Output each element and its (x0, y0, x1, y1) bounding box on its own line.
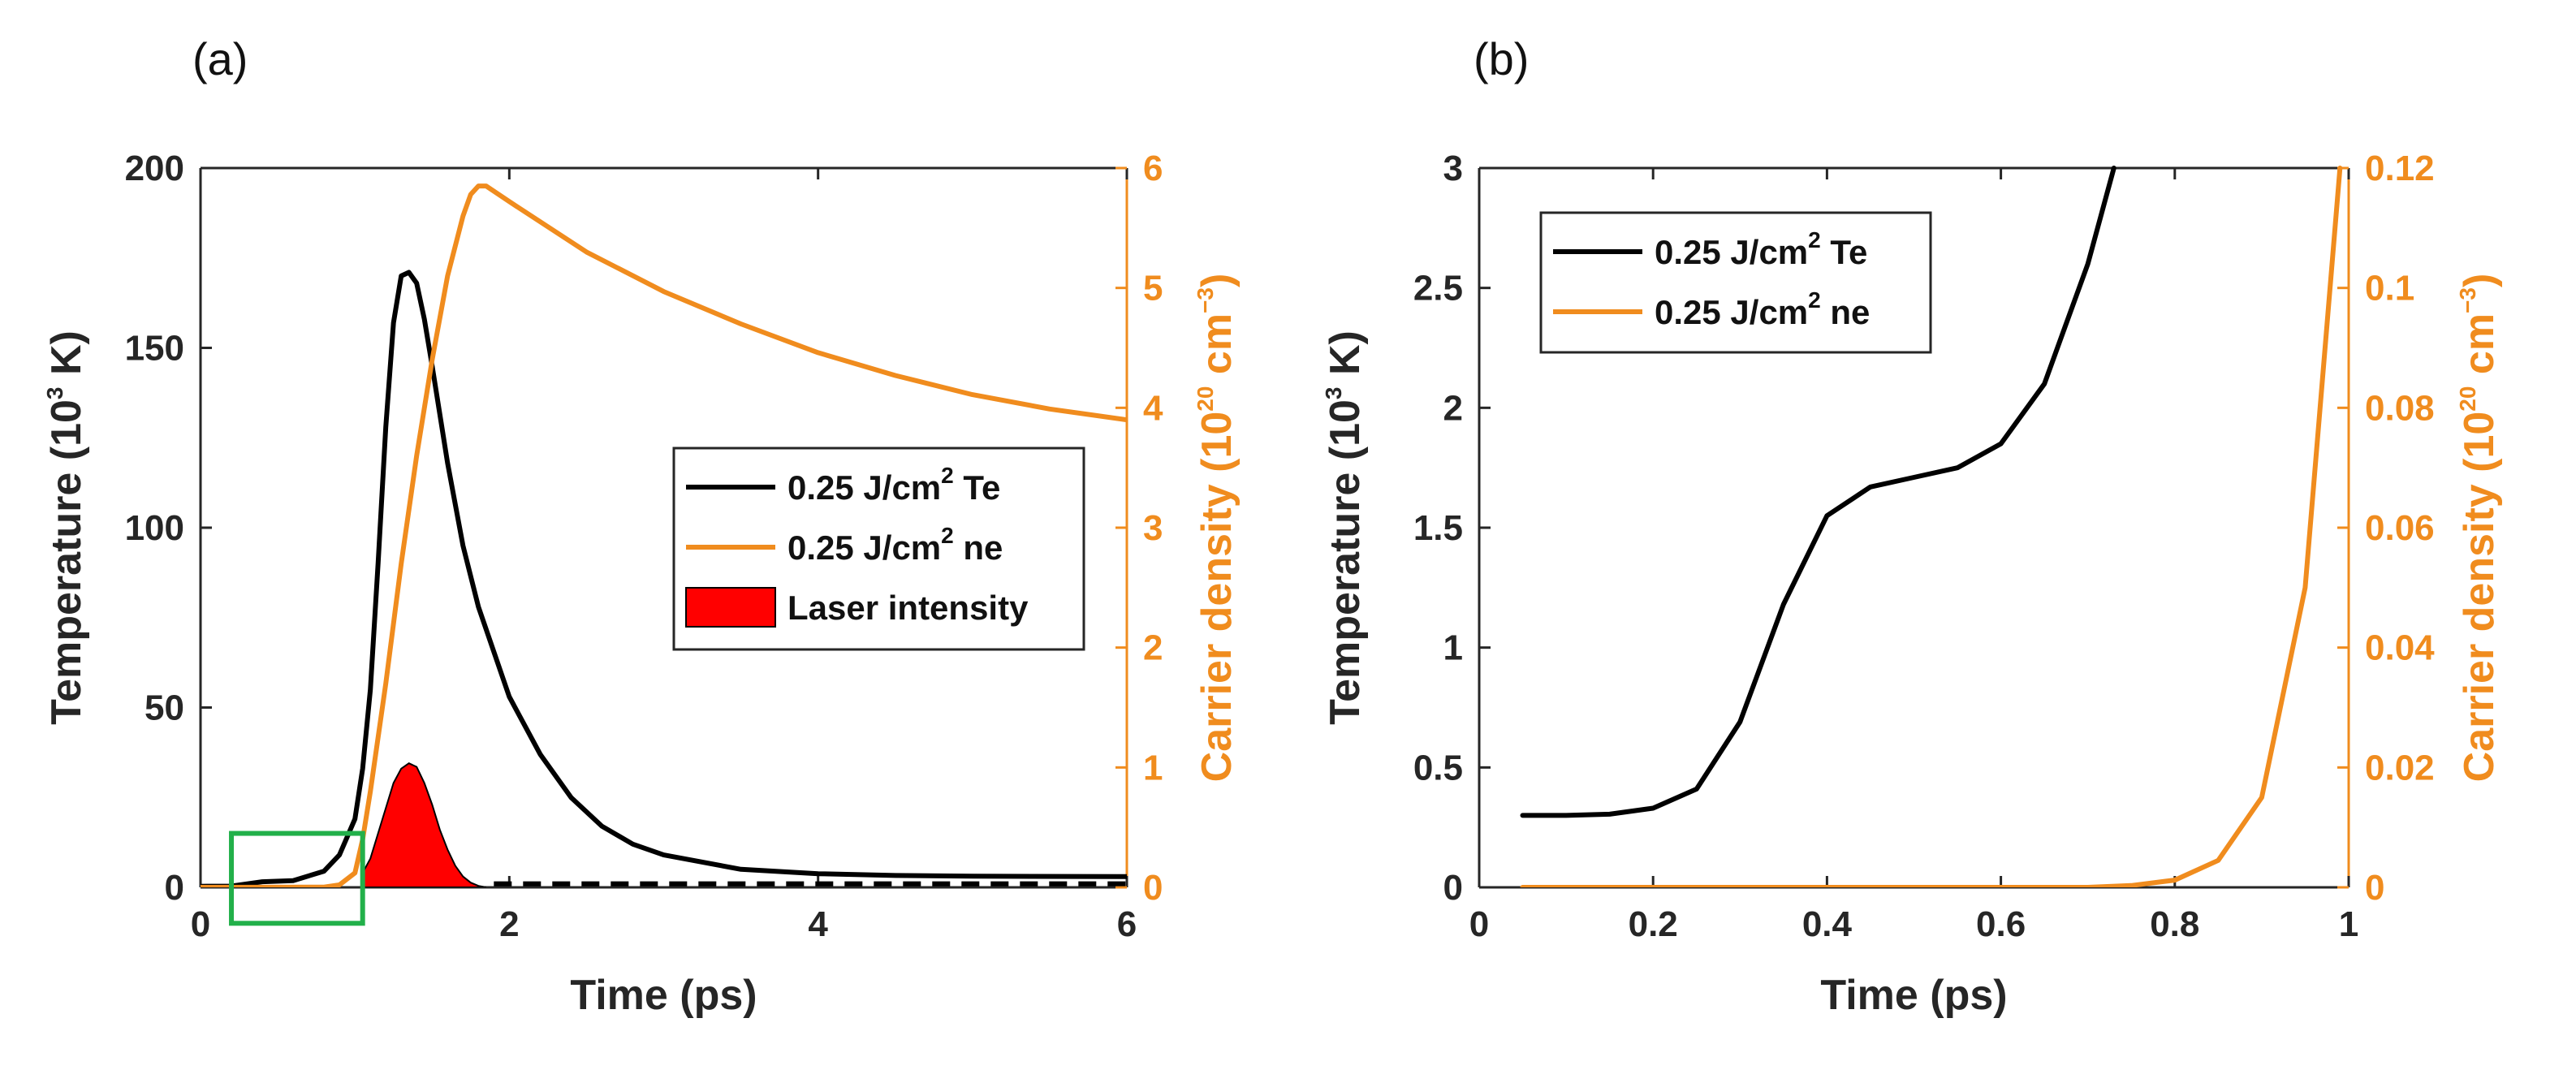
y-right-tick-label: 0.08 (2365, 388, 2435, 428)
y-right-tick-label: 0 (2365, 868, 2384, 908)
y-right-tick-label: 1 (1143, 748, 1163, 787)
y-left-tick-label: 50 (145, 688, 184, 728)
chart-panel-b: 0 0.2 0.4 0.6 0.8 100.511.522.5300.020.040.06… (1321, 33, 2503, 1019)
x-tick-label: 2 (499, 904, 519, 944)
y-left-tick-label: 2.5 (1413, 269, 1463, 308)
x-axis-label: Time (ps) (570, 972, 757, 1019)
series-ne-line (1520, 166, 2343, 887)
y-axis-left-label: Temperature (103 K) (42, 330, 90, 725)
y-left-tick-label: 1 (1443, 628, 1463, 668)
y-right-tick-label: 6 (1143, 149, 1163, 188)
plot-area (1520, 166, 2343, 887)
y-right-tick-label: 3 (1143, 508, 1163, 548)
x-tick-label: 0.8 (2150, 904, 2199, 944)
legend-entry-label: 0.25 J/cm2 ne (1655, 287, 1870, 331)
y-left-tick-label: 200 (125, 149, 184, 188)
y-axis-right-label: Carrier density (1020 cm−3) (2455, 274, 2503, 783)
y-right-tick-label: 0.1 (2365, 269, 2414, 308)
series-te-line (201, 270, 1127, 887)
x-tick-label: 0.6 (1976, 904, 2026, 944)
y-right-tick-label: 0.12 (2365, 149, 2435, 188)
series-te-line (1520, 166, 2116, 818)
y-right-tick-label: 5 (1143, 269, 1163, 308)
panel-label: (b) (1474, 33, 1529, 84)
x-tick-label: 0.2 (1629, 904, 1678, 944)
x-tick-label: 0 (191, 904, 210, 944)
x-tick-label: 4 (808, 904, 828, 944)
series-laser-intensity-area (361, 762, 486, 887)
y-left-tick-label: 0 (1443, 868, 1463, 908)
x-tick-label: 0.4 (1802, 904, 1853, 944)
y-left-tick-label: 100 (125, 508, 184, 548)
y-right-tick-label: 0.04 (2365, 628, 2435, 668)
legend-entry-label: 0.25 J/cm2 ne (787, 523, 1003, 567)
y-right-tick-label: 0.02 (2365, 748, 2435, 787)
y-left-tick-label: 150 (125, 329, 184, 369)
y-right-tick-label: 2 (1143, 628, 1163, 668)
y-left-tick-label: 3 (1443, 149, 1463, 188)
y-right-tick-label: 0.06 (2365, 508, 2435, 548)
legend-box (1539, 211, 1932, 354)
x-tick-label: 1 (2339, 904, 2358, 944)
y-axis-right-label: Carrier density (1020 cm−3) (1193, 274, 1241, 783)
y-left-tick-label: 0.5 (1413, 748, 1463, 787)
legend-swatch-patch (685, 587, 776, 628)
panel-label: (a) (192, 33, 248, 84)
y-left-tick-label: 0 (165, 868, 184, 908)
y-left-tick-label: 2 (1443, 388, 1463, 428)
x-tick-label: 6 (1117, 904, 1137, 944)
y-right-tick-label: 4 (1143, 388, 1163, 428)
legend-entry-label: Laser intensity (787, 589, 1029, 627)
legend-entry-label: 0.25 J/cm2 Te (1655, 227, 1867, 271)
zoom-region-rectangle (229, 831, 365, 926)
legend: 0.25 J/cm2 Te 0.25 J/cm2 ne (1539, 211, 1932, 354)
legend: 0.25 J/cm2 Te 0.25 J/cm2 ne Laser intensit… (672, 447, 1085, 651)
y-left-tick-label: 1.5 (1413, 508, 1463, 548)
x-axis-label: Time (ps) (1820, 972, 2007, 1019)
y-axis-left-label: Temperature (103 K) (1321, 330, 1369, 725)
y-right-tick-label: 0 (1143, 868, 1163, 908)
x-tick-label: 0 (1469, 904, 1489, 944)
legend-entry-label: 0.25 J/cm2 Te (787, 463, 1000, 507)
